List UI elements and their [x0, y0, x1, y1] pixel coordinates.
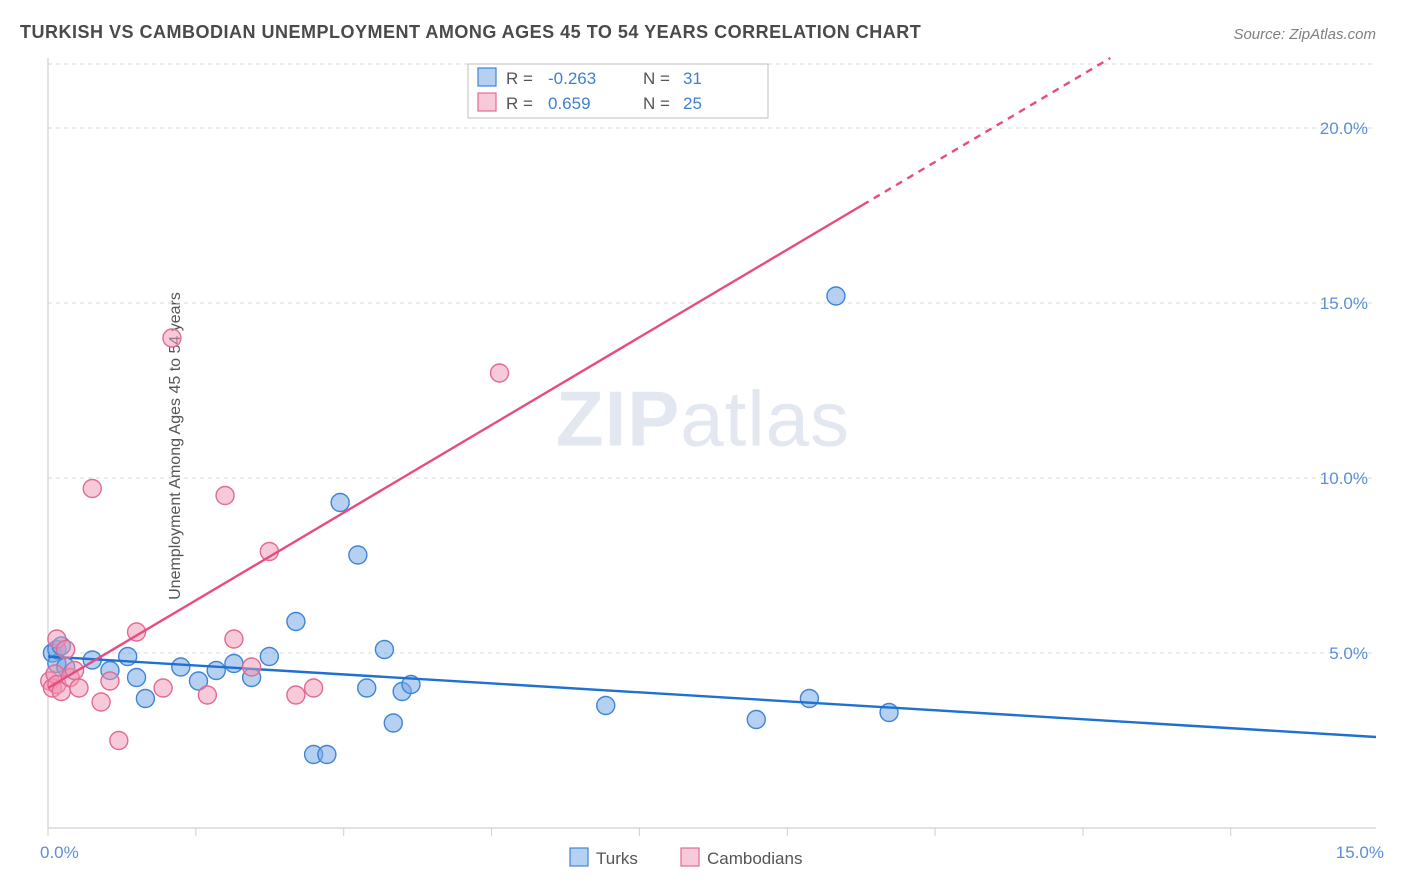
scatter-chart: 5.0% 10.0% 15.0% 20.0% 0.0% 15.0% R = -0.263 N =…: [0, 0, 1406, 892]
data-point: [597, 697, 615, 715]
data-point: [349, 546, 367, 564]
data-point: [216, 487, 234, 505]
data-point: [128, 669, 146, 687]
x-tick-label: 15.0%: [1336, 843, 1384, 862]
y-tick-label: 5.0%: [1329, 644, 1368, 663]
legend-r-value: -0.263: [548, 69, 596, 88]
data-point: [384, 714, 402, 732]
data-point: [136, 690, 154, 708]
data-point: [287, 613, 305, 631]
data-point: [70, 679, 88, 697]
data-point: [225, 655, 243, 673]
y-tick-label: 10.0%: [1320, 469, 1368, 488]
data-point: [101, 672, 119, 690]
legend-r-label: R =: [506, 69, 533, 88]
series-legend-swatch: [681, 848, 699, 866]
data-point: [827, 287, 845, 305]
y-tick-label: 20.0%: [1320, 119, 1368, 138]
legend-r-label: R =: [506, 94, 533, 113]
data-point: [198, 686, 216, 704]
legend-n-value: 25: [683, 94, 702, 113]
data-point: [331, 494, 349, 512]
series-legend-swatch: [570, 848, 588, 866]
legend-swatch: [478, 93, 496, 111]
data-point: [358, 679, 376, 697]
data-point: [154, 679, 172, 697]
regression-line-dashed: [863, 58, 1111, 205]
data-point: [287, 686, 305, 704]
y-tick-label: 15.0%: [1320, 294, 1368, 313]
legend-n-label: N =: [643, 94, 670, 113]
legend-n-value: 31: [683, 69, 702, 88]
data-point: [225, 630, 243, 648]
data-point: [260, 648, 278, 666]
data-point: [243, 658, 261, 676]
data-point: [491, 364, 509, 382]
x-tick-label: 0.0%: [40, 843, 79, 862]
data-point: [110, 732, 128, 750]
data-point: [305, 679, 323, 697]
series-legend-label: Cambodians: [707, 849, 802, 868]
regression-line: [48, 205, 863, 688]
data-point: [92, 693, 110, 711]
data-point: [172, 658, 190, 676]
legend-n-label: N =: [643, 69, 670, 88]
data-point: [375, 641, 393, 659]
data-point: [800, 690, 818, 708]
legend-r-value: 0.659: [548, 94, 591, 113]
legend-swatch: [478, 68, 496, 86]
data-point: [83, 480, 101, 498]
data-point: [163, 329, 181, 347]
data-point: [747, 711, 765, 729]
data-point: [318, 746, 336, 764]
data-point: [207, 662, 225, 680]
data-point: [57, 641, 75, 659]
series-legend-label: Turks: [596, 849, 638, 868]
